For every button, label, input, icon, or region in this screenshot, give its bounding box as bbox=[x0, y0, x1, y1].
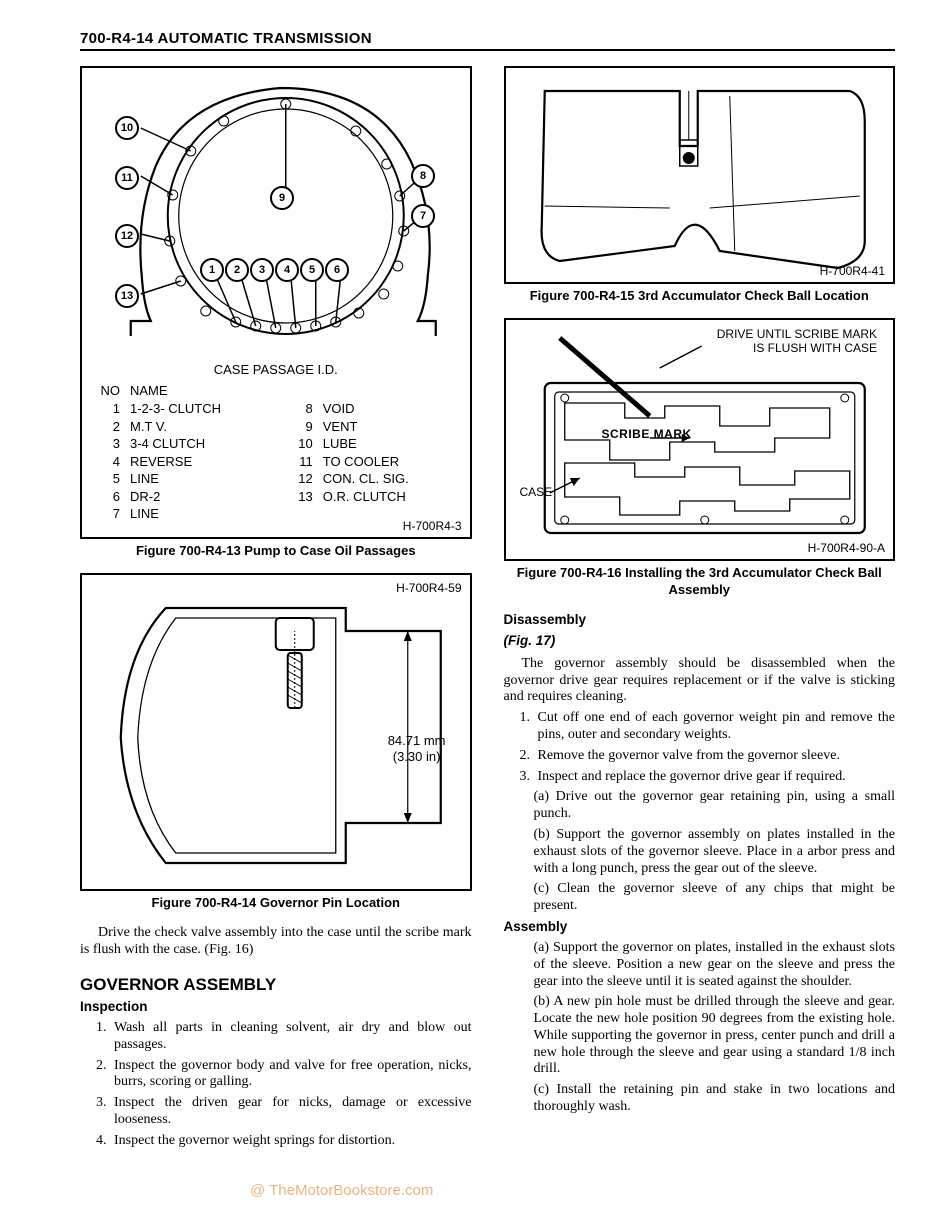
callout-3: 3 bbox=[250, 258, 274, 282]
step: Inspect the governor body and valve for … bbox=[110, 1058, 472, 1092]
figure-16-code: H-700R4-90-A bbox=[808, 541, 885, 555]
callout-1: 1 bbox=[200, 258, 224, 282]
inspection-heading: Inspection bbox=[80, 999, 472, 1014]
fig-ref: (Fig. 17) bbox=[504, 633, 896, 648]
figure-16-caption: Figure 700-R4-16 Installing the 3rd Accu… bbox=[504, 565, 896, 598]
figure-14-caption: Figure 700-R4-14 Governor Pin Location bbox=[80, 895, 472, 911]
sub2-c: (c) Install the retaining pin and stake … bbox=[534, 1082, 896, 1116]
sub-b: (b) Support the governor assembly on pla… bbox=[534, 827, 896, 877]
two-column-layout: 9 1 2 3 4 5 6 8 7 10 11 12 13 CASE PASSA… bbox=[80, 66, 895, 1154]
callout-6: 6 bbox=[325, 258, 349, 282]
dim-in: (3.30 in) bbox=[393, 749, 441, 764]
figure-15-caption: Figure 700-R4-15 3rd Accumulator Check B… bbox=[504, 288, 896, 304]
figure-13-legend: CASE PASSAGE I.D. NO NAME 11-2-3- CLUTCH… bbox=[92, 362, 460, 523]
disassembly-heading: Disassembly bbox=[504, 612, 896, 627]
figure-14-code: H-700R4-59 bbox=[396, 581, 461, 595]
figure-16-box: DRIVE UNTIL SCRIBE MARK IS FLUSH WITH CA… bbox=[504, 318, 896, 561]
case-label: CASE bbox=[520, 486, 553, 500]
sub2-b: (b) A new pin hole must be drilled throu… bbox=[534, 994, 896, 1078]
callout-4: 4 bbox=[275, 258, 299, 282]
figure-15-code: H-700R4-41 bbox=[820, 264, 885, 278]
step: Inspect and replace the governor drive g… bbox=[534, 769, 896, 786]
right-column: H-700R4-41 Figure 700-R4-15 3rd Accumula… bbox=[504, 66, 896, 1154]
callout-5: 5 bbox=[300, 258, 324, 282]
left-column: 9 1 2 3 4 5 6 8 7 10 11 12 13 CASE PASSA… bbox=[80, 66, 472, 1154]
sub-a: (a) Drive out the governor gear retainin… bbox=[534, 789, 896, 823]
figure-13-box: 9 1 2 3 4 5 6 8 7 10 11 12 13 CASE PASSA… bbox=[80, 66, 472, 539]
figure-16-diagram: DRIVE UNTIL SCRIBE MARK IS FLUSH WITH CA… bbox=[516, 328, 884, 553]
callout-11: 11 bbox=[115, 166, 139, 190]
figure-13-code: H-700R4-3 bbox=[403, 519, 462, 533]
figure-15-diagram bbox=[516, 76, 884, 276]
assembly-heading: Assembly bbox=[504, 919, 896, 934]
governor-assembly-heading: GOVERNOR ASSEMBLY bbox=[80, 975, 472, 995]
legend-title: CASE PASSAGE I.D. bbox=[98, 362, 454, 377]
watermark: @ TheMotorBookstore.com bbox=[250, 1182, 433, 1199]
callout-12: 12 bbox=[115, 224, 139, 248]
step: Remove the governor valve from the gover… bbox=[534, 748, 896, 765]
left-para-1: Drive the check valve assembly into the … bbox=[80, 925, 472, 959]
page-header: 700-R4-14 AUTOMATIC TRANSMISSION bbox=[80, 30, 895, 51]
figure-15-box: H-700R4-41 bbox=[504, 66, 896, 284]
callout-7: 7 bbox=[411, 204, 435, 228]
legend-col-left: 11-2-3- CLUTCH 2M.T V. 33-4 CLUTCH 4REVE… bbox=[98, 400, 261, 523]
figure-13-diagram: 9 1 2 3 4 5 6 8 7 10 11 12 13 bbox=[92, 76, 460, 356]
callout-9: 9 bbox=[270, 186, 294, 210]
sub2-a: (a) Support the governor on plates, inst… bbox=[534, 940, 896, 990]
dim-mm: 84.71 mm bbox=[388, 733, 446, 748]
inspection-steps: Wash all parts in cleaning solvent, air … bbox=[80, 1020, 472, 1150]
callout-2: 2 bbox=[225, 258, 249, 282]
legend-head-no: NO bbox=[98, 383, 120, 398]
callout-8: 8 bbox=[411, 164, 435, 188]
legend-head-name: NAME bbox=[130, 383, 168, 398]
figure-14-box: 84.71 mm (3.30 in) H-700R4-59 bbox=[80, 573, 472, 891]
step: Wash all parts in cleaning solvent, air … bbox=[110, 1020, 472, 1054]
callout-13: 13 bbox=[115, 284, 139, 308]
legend-col-right: 8VOID 9VENT 10LUBE 11TO COOLER 12CON. CL… bbox=[291, 400, 454, 523]
step: Inspect the governor weight springs for … bbox=[110, 1133, 472, 1150]
figure-13-caption: Figure 700-R4-13 Pump to Case Oil Passag… bbox=[80, 543, 472, 559]
scribe-mark-label: SCRIBE MARK bbox=[602, 428, 692, 442]
sub-c: (c) Clean the governor sleeve of any chi… bbox=[534, 881, 896, 915]
disassembly-steps: Cut off one end of each governor weight … bbox=[504, 710, 896, 785]
figure-14-diagram: 84.71 mm (3.30 in) bbox=[92, 583, 460, 883]
callout-10: 10 bbox=[115, 116, 139, 140]
right-para-1: The governor assembly should be disassem… bbox=[504, 656, 896, 706]
step: Inspect the driven gear for nicks, damag… bbox=[110, 1095, 472, 1129]
step: Cut off one end of each governor weight … bbox=[534, 710, 896, 744]
